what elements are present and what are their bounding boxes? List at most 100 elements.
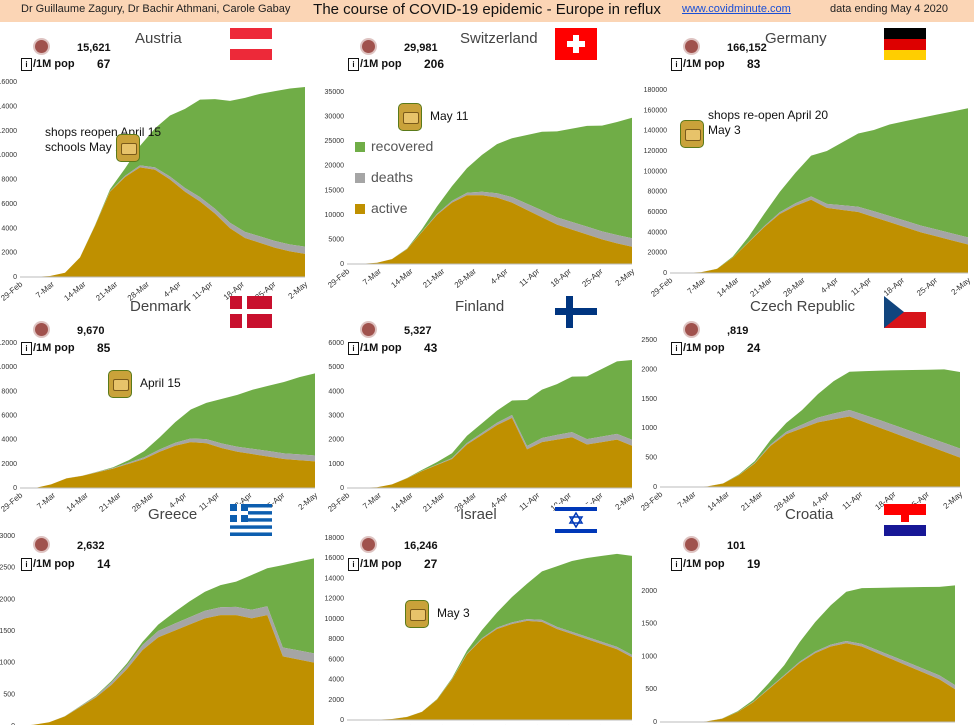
per-million-label: /1M pop (360, 342, 402, 354)
virus-icon (685, 40, 698, 53)
x-tick-label: 29-Feb (326, 266, 352, 290)
y-tick-label: 6000 (328, 656, 344, 663)
y-tick-label: 500 (3, 691, 15, 698)
total-cases: 9,670 (77, 325, 105, 337)
y-tick-label: 10000 (0, 152, 17, 159)
area-chart: 0 2000 4000 6000 8000 10000 12000 14000 16000 180… (325, 535, 637, 725)
flag-denmark-icon (230, 296, 272, 328)
chart-panel-denmark: Denmark02000400060008000100001200029-Feb… (0, 290, 320, 514)
area-recovered (660, 585, 955, 722)
y-tick-label: 5000 (328, 364, 344, 371)
x-tick-label: 11-Apr (518, 266, 542, 288)
legend-recovered-label: recovered (371, 138, 434, 154)
y-tick-label: 1000 (328, 461, 344, 468)
y-tick-label: 40000 (648, 229, 668, 236)
chart-title: Czech Republic (750, 298, 856, 315)
area-recovered (670, 108, 968, 273)
area-chart: 020004000600080001000012000140001600029-… (0, 79, 309, 303)
flag-germany-icon (884, 28, 926, 60)
chart-panel-switzerland: Switzerland 0 5000 10000 15000 20000 25000 3000… (325, 22, 645, 290)
per-million-value: 83 (747, 57, 761, 71)
x-tick-label: 18-Apr (549, 266, 573, 289)
y-tick-label: 12000 (325, 596, 345, 603)
per-million-label: /1M pop (33, 342, 75, 354)
y-tick-label: 4000 (1, 437, 17, 444)
total-cases: 29,981 (404, 42, 438, 54)
area-chart: 0 500 1000 1500 2000 (641, 585, 955, 725)
y-tick-label: 8000 (1, 388, 17, 395)
area-deaths (347, 191, 632, 264)
flag-austria-icon (230, 28, 272, 60)
area-deaths (347, 415, 632, 488)
y-tick-label: 2500 (641, 337, 657, 344)
school-bag-icon (116, 134, 140, 162)
y-tick-label: 0 (13, 485, 17, 492)
area-deaths (660, 640, 955, 722)
person-icon: i (671, 342, 682, 355)
person-icon: i (21, 342, 32, 355)
chart-title: Greece (148, 506, 198, 523)
area-deaths (660, 409, 960, 487)
y-tick-label: 1500 (0, 628, 15, 635)
total-cases: 16,246 (404, 540, 438, 552)
y-tick-label: 6000 (1, 201, 17, 208)
annotation-line: shops reopen April 15 (45, 125, 162, 139)
y-tick-label: 1000 (0, 660, 15, 667)
y-tick-label: 2000 (328, 697, 344, 704)
chart-title: Israel (460, 506, 497, 523)
y-tick-label: 500 (645, 455, 657, 462)
y-tick-label: 0 (11, 723, 15, 725)
chart-panel-czech-republic: Czech Republic 0 500 1000 1500 2000 2500 29-Feb… (639, 290, 974, 513)
legend-active-label: active (371, 200, 408, 216)
area-active (660, 416, 960, 487)
y-tick-label: 16000 (0, 79, 17, 86)
chart-title: Finland (455, 298, 505, 315)
y-tick-label: 18000 (325, 535, 345, 542)
header-bar: Dr Guillaume Zagury, Dr Bachir Athmani, … (0, 0, 974, 22)
area-chart: 05001000150020002500300029-Feb7-Mar14-Ma… (0, 533, 314, 725)
y-tick-label: 8000 (328, 636, 344, 643)
legend-deaths-label: deaths (371, 169, 414, 185)
area-active (347, 620, 632, 720)
y-tick-label: 4000 (328, 388, 344, 395)
authors: Dr Guillaume Zagury, Dr Bachir Athmani, … (21, 3, 291, 15)
y-tick-label: 0 (653, 484, 657, 491)
person-icon: i (671, 558, 682, 571)
per-million-value: 27 (424, 557, 438, 571)
legend-recovered: recovered (355, 138, 433, 154)
school-bag-icon (680, 120, 704, 148)
per-million-label: /1M pop (360, 558, 402, 570)
area-recovered (347, 117, 632, 264)
y-tick-label: 2000 (641, 366, 657, 373)
x-tick-label: 2-May (613, 267, 636, 288)
y-tick-label: 0 (13, 274, 17, 281)
x-tick-label: 21-Mar (421, 266, 446, 289)
area-recovered (660, 369, 960, 487)
website-link[interactable]: www.covidminute.com (682, 3, 791, 15)
total-cases: 101 (727, 540, 746, 552)
area-deaths (20, 438, 315, 488)
annotation-line: May 11 (430, 109, 469, 123)
y-tick-label: 6000 (1, 413, 17, 420)
y-tick-label: 180000 (644, 87, 667, 94)
chart-title: Switzerland (460, 30, 538, 47)
per-million-label: /1M pop (360, 58, 402, 70)
person-icon: i (21, 558, 32, 571)
y-tick-label: 0 (340, 261, 344, 268)
y-tick-label: 20000 (325, 163, 345, 170)
annotation-line: April 15 (140, 376, 181, 390)
y-tick-label: 0 (340, 717, 344, 724)
y-tick-label: 30000 (325, 114, 345, 121)
y-tick-label: 10000 (0, 364, 17, 371)
area-recovered (30, 558, 314, 725)
per-million-value: 19 (747, 557, 761, 571)
y-tick-label: 100000 (644, 168, 667, 175)
x-tick-label: 25-Apr (580, 266, 604, 289)
per-million-label: /1M pop (683, 558, 725, 570)
chart-panel-austria: Austria 0 2000 4000 6000 8000 10000 12000 14000 1… (0, 22, 320, 303)
person-icon: i (348, 558, 359, 571)
school-bag-icon (405, 600, 429, 628)
page-title: The course of COVID-19 epidemic - Europe… (313, 1, 661, 18)
y-tick-label: 14000 (325, 575, 345, 582)
